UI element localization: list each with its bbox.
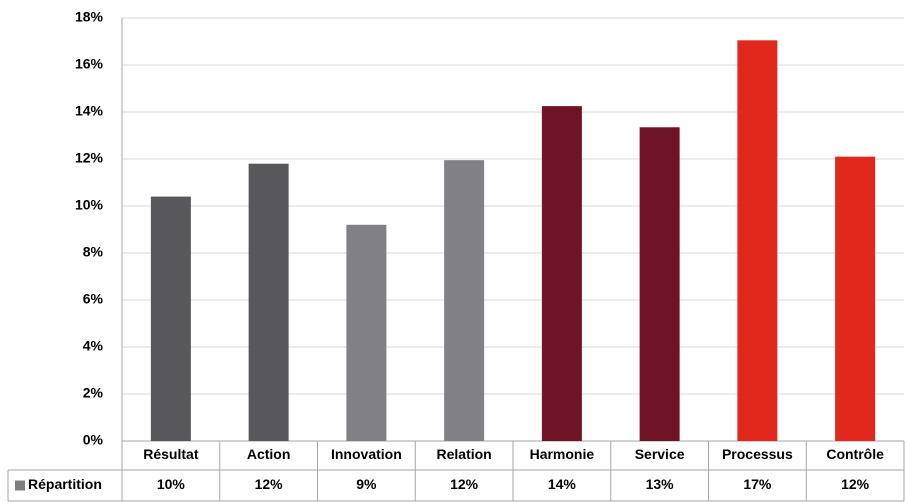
y-tick-label: 10%	[75, 197, 104, 213]
table-value: 12%	[841, 476, 870, 492]
x-tick-label: Innovation	[331, 446, 402, 462]
legend-label: Répartition	[28, 476, 102, 492]
table-value: 10%	[157, 476, 186, 492]
x-tick-label: Processus	[722, 446, 793, 462]
bar	[835, 156, 876, 441]
y-tick-label: 18%	[75, 9, 104, 25]
bar	[541, 106, 582, 441]
y-tick-label: 6%	[83, 291, 104, 307]
table-value: 14%	[548, 476, 577, 492]
bar	[639, 127, 680, 442]
table-value: 12%	[450, 476, 479, 492]
x-tick-label: Harmonie	[530, 446, 595, 462]
y-tick-label: 4%	[83, 338, 104, 354]
bar	[444, 160, 485, 442]
bar	[737, 40, 778, 441]
bar	[248, 163, 289, 441]
y-tick-label: 2%	[83, 385, 104, 401]
bar	[346, 224, 387, 441]
x-tick-label: Action	[247, 446, 291, 462]
legend-marker	[15, 480, 25, 491]
table-value: 17%	[743, 476, 772, 492]
y-tick-label: 14%	[75, 103, 104, 119]
table-value: 12%	[255, 476, 284, 492]
x-tick-label: Relation	[437, 446, 492, 462]
y-tick-label: 0%	[83, 432, 104, 448]
bar	[150, 196, 191, 441]
y-tick-label: 16%	[75, 56, 104, 72]
table-value: 9%	[356, 476, 377, 492]
x-tick-label: Service	[635, 446, 685, 462]
x-tick-label: Contrôle	[826, 446, 884, 462]
y-tick-label: 12%	[75, 150, 104, 166]
table-value: 13%	[646, 476, 675, 492]
y-tick-label: 8%	[83, 244, 104, 260]
x-tick-label: Résultat	[143, 446, 199, 462]
